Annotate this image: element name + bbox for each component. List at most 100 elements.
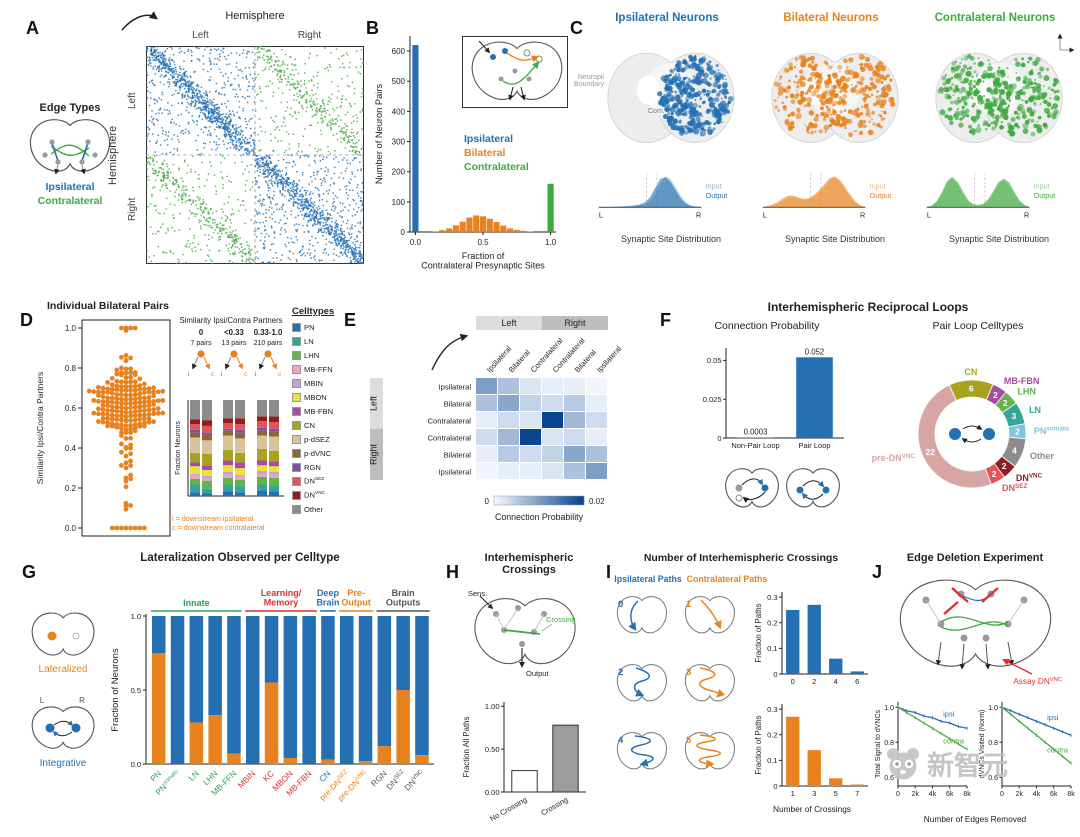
svg-text:i: i — [188, 371, 189, 378]
celltype-swatch — [292, 490, 301, 500]
svg-text:0.0: 0.0 — [410, 238, 422, 247]
celltype-label: RGN — [304, 462, 321, 472]
matrix-top-axis-label: Hemisphere — [225, 10, 285, 22]
panel-d-label: D — [20, 310, 33, 330]
celltype-legend-item: MB-FFN — [292, 362, 340, 376]
edge-types-brain-icon — [25, 116, 115, 175]
svg-text:13 pairs: 13 pairs — [222, 340, 247, 347]
celltype-legend-item: MB-FBN — [292, 404, 340, 418]
legend-label: Contralateral — [464, 161, 529, 173]
legend-label: Ipsilateral — [45, 181, 95, 193]
contralateral-neuron-render — [935, 52, 1063, 144]
svg-text:0.6: 0.6 — [65, 404, 77, 413]
panel-i: I Number of Interhemispheric Crossings I… — [606, 552, 874, 834]
svg-text:400: 400 — [392, 107, 406, 116]
celltype-legend-item: LN — [292, 334, 340, 348]
non-pair-loop-brain — [725, 468, 779, 508]
svg-text:R: R — [696, 210, 701, 219]
column-title-ipsilateral: Ipsilateral Neurons — [615, 12, 719, 24]
schematic-right-label: R — [79, 696, 85, 705]
svg-text:L: L — [927, 210, 931, 219]
svg-text:600: 600 — [392, 47, 406, 56]
output-label: Output — [526, 669, 549, 678]
celltype-label: MB-FFN — [304, 364, 333, 374]
celltype-label: LHN — [304, 350, 320, 360]
panel-g: G Lateralization Observed per Celltype L… — [20, 552, 445, 834]
histogram-legend: Ipsilateral Bilateral Contralateral — [464, 132, 529, 174]
celltype-swatch — [292, 322, 301, 332]
celltype-swatch — [292, 406, 301, 416]
crossing-count-label: 5 — [686, 735, 692, 746]
svg-text:c: c — [244, 371, 248, 378]
panel-f-label: F — [660, 310, 671, 330]
distribution-axis-label: Synaptic Site Distribution — [784, 234, 886, 244]
panel-i-label: I — [606, 562, 612, 582]
commissure-label: Com. — [648, 108, 665, 115]
celltype-label: LN — [304, 336, 314, 346]
contra-path-1-brain: 1 — [682, 594, 738, 638]
celltype-swatch — [292, 420, 301, 430]
crossing-count-label: 3 — [686, 667, 691, 678]
panel-a: A Hemisphere Left Right Hemisphere Left … — [22, 6, 370, 296]
celltype-legend-item: DNSEZ — [292, 474, 340, 488]
celltype-legend-item: p-dVNC — [292, 446, 340, 460]
svg-text:0.5: 0.5 — [477, 238, 489, 247]
bilateral-neurons-column: Bilateral Neurons L R Input Output Synaptic… — [756, 8, 914, 244]
legend-label: Contralateral — [37, 195, 103, 207]
svg-text:1.0: 1.0 — [545, 238, 557, 247]
celltype-legend-item: RGN — [292, 460, 340, 474]
contralateral-neurons-column: Contralateral Neurons L R Input Output Syna… — [920, 8, 1078, 244]
panel-h-label: H — [446, 562, 459, 582]
similarity-swarm-plot: 0.0 0.2 0.4 0.6 0.8 1.0 Similarity Ipsi/Contra… — [35, 319, 171, 537]
panel-h: H Interhemispheric Crossings Sens. Cross… — [446, 552, 604, 834]
panel-d: D Individual Bilateral Pairs 0.0 0.2 0.4 0.… — [20, 300, 340, 550]
connection-probability-title: Connection Probability — [714, 320, 820, 332]
svg-text:0: 0 — [199, 328, 204, 337]
matrix-row-right-label: Right — [127, 197, 138, 222]
assay-dnvnc-label: Assay DNVNC — [1013, 677, 1062, 686]
svg-text:100: 100 — [392, 198, 406, 207]
panel-j-label: J — [872, 562, 883, 582]
celltype-swatch — [292, 462, 301, 472]
crossing-label: Crossing — [546, 615, 576, 624]
celltype-label: DNSEZ — [304, 476, 325, 486]
panel-h-title: Interhemispheric Crossings — [484, 552, 574, 576]
connectivity-matrix — [146, 46, 364, 264]
svg-text:500: 500 — [392, 77, 406, 86]
svg-text:Number of Neuron Pairs: Number of Neuron Pairs — [374, 84, 384, 185]
crossing-count-label: 1 — [686, 599, 692, 610]
svg-text:Input: Input — [706, 181, 722, 190]
matrix-col-left-label: Left — [192, 30, 209, 41]
svg-text:L: L — [599, 210, 603, 219]
neuron-pairs-histogram: 0 100 200 300 400 500 600 Number of Neuron Pair… — [374, 36, 557, 271]
edge-types-legend: Ipsilateral Contralateral — [22, 180, 118, 208]
svg-text:c: c — [211, 371, 215, 378]
crossing-count-label: 4 — [618, 735, 624, 746]
legend-label: Ipsilateral — [464, 133, 514, 145]
svg-text:Output: Output — [870, 191, 892, 200]
svg-text:Output: Output — [1034, 191, 1056, 200]
svg-text:L: L — [763, 210, 767, 219]
celltype-legend-item: MBON — [292, 390, 340, 404]
panel-j-title: Edge Deletion Experiment — [906, 552, 1044, 564]
ipsilateral-neurons-column: Ipsilateral Neurons L R Input Output Synapt… — [592, 8, 750, 244]
svg-text:R: R — [1024, 210, 1029, 219]
contra-path-5-brain: 5 — [682, 730, 738, 774]
celltype-label: Other — [304, 504, 323, 514]
sens-label: Sens. — [468, 589, 487, 598]
panel-a-label: A — [26, 18, 39, 38]
celltype-swatch — [292, 448, 301, 458]
panel-c: C Ipsilateral Neurons L R Input Output Syna… — [566, 6, 1080, 296]
svg-text:Similarity Ipsi/Contra Partner: Similarity Ipsi/Contra Partners — [35, 372, 45, 484]
crossings-brain-schematic: Sens. Crossing Output — [468, 589, 584, 678]
column-title-contralateral: Contralateral Neurons — [934, 12, 1056, 24]
